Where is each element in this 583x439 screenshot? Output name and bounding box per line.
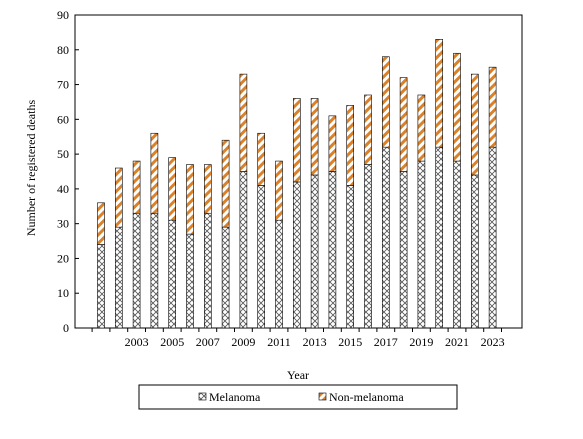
bar-non-melanoma	[239, 73, 248, 172]
bar-melanoma	[186, 233, 194, 329]
bar-non-melanoma	[97, 202, 105, 245]
x-tick-label: 2019	[409, 335, 433, 349]
bar-non-melanoma	[257, 132, 266, 186]
y-axis-title: Number of registered deaths	[24, 100, 38, 237]
bar-non-melanoma	[292, 98, 301, 183]
bar-non-melanoma	[204, 164, 212, 214]
x-tick-label: 2021	[445, 335, 469, 349]
bar-non-melanoma	[399, 77, 408, 172]
bar-non-melanoma	[488, 66, 497, 148]
legend-swatch-non-melanoma	[318, 392, 327, 401]
bar-non-melanoma	[186, 164, 194, 235]
bar-non-melanoma	[453, 52, 461, 162]
bar-non-melanoma	[310, 98, 319, 176]
legend-frame	[138, 384, 458, 410]
bar-melanoma	[150, 212, 159, 329]
x-axis-title: Year	[287, 368, 309, 382]
bar-melanoma	[399, 171, 408, 329]
bar-non-melanoma	[435, 39, 444, 148]
legend-label-melanoma: Melanoma	[209, 390, 261, 404]
x-tick-label: 2003	[125, 335, 149, 349]
bar-non-melanoma	[417, 94, 426, 162]
bar-melanoma	[435, 146, 444, 329]
x-tick-label: 2013	[303, 335, 327, 349]
y-tick-label: 30	[57, 217, 69, 231]
x-tick-label: 2007	[196, 335, 220, 349]
bar-melanoma	[257, 185, 266, 329]
bar-melanoma	[275, 219, 283, 329]
bar-non-melanoma	[115, 167, 123, 228]
x-tick-label: 2011	[267, 335, 291, 349]
bar-non-melanoma	[346, 105, 355, 186]
bar-melanoma	[239, 171, 248, 329]
bar-non-melanoma	[150, 132, 159, 214]
bar-non-melanoma	[275, 160, 283, 221]
y-tick-label: 10	[57, 286, 69, 300]
bar-melanoma	[364, 164, 372, 329]
bar-melanoma	[453, 160, 461, 329]
bar-melanoma	[328, 171, 337, 329]
bar-melanoma	[132, 212, 141, 329]
x-axis: 2003 2005 2007 2009 2011 2013 2015 2017 2019 2021…	[91, 328, 505, 349]
bar-melanoma	[221, 226, 230, 329]
bar-melanoma	[204, 212, 212, 329]
bar-non-melanoma	[221, 139, 230, 228]
bar-non-melanoma	[168, 157, 176, 221]
y-tick-label: 20	[57, 251, 69, 265]
legend-label-non-melanoma: Non-melanoma	[329, 390, 404, 404]
bar-melanoma	[97, 244, 105, 329]
bar-melanoma	[310, 174, 319, 329]
y-tick-label: 50	[57, 147, 69, 161]
bar-melanoma	[470, 174, 479, 329]
bar-non-melanoma	[132, 160, 141, 214]
bar-melanoma	[346, 185, 355, 329]
x-tick-label: 2017	[374, 335, 398, 349]
bar-non-melanoma	[381, 56, 390, 148]
bar-non-melanoma	[470, 73, 479, 176]
bar-non-melanoma	[328, 115, 337, 172]
bar-melanoma	[417, 160, 426, 329]
y-axis: 0 10 20 30 40 50 60 70 80 90	[57, 8, 79, 335]
x-tick-label: 2009	[231, 335, 255, 349]
bar-melanoma	[115, 226, 123, 329]
legend: Melanoma Non-melanoma	[138, 384, 458, 410]
y-tick-label: 0	[63, 321, 69, 335]
y-tick-label: 80	[57, 43, 69, 57]
bar-non-melanoma	[364, 94, 372, 165]
x-tick-label: 2023	[481, 335, 505, 349]
x-tick-label: 2005	[160, 335, 184, 349]
legend-swatch-melanoma	[198, 392, 207, 401]
y-tick-label: 90	[57, 8, 69, 22]
bar-melanoma	[488, 146, 497, 329]
bar-melanoma	[381, 146, 390, 329]
bar-melanoma	[292, 181, 301, 329]
y-tick-label: 60	[57, 112, 69, 126]
x-tick-label: 2015	[338, 335, 362, 349]
bar-melanoma	[168, 219, 176, 329]
bars	[97, 39, 497, 329]
y-tick-label: 70	[57, 78, 69, 92]
y-tick-label: 40	[57, 182, 69, 196]
